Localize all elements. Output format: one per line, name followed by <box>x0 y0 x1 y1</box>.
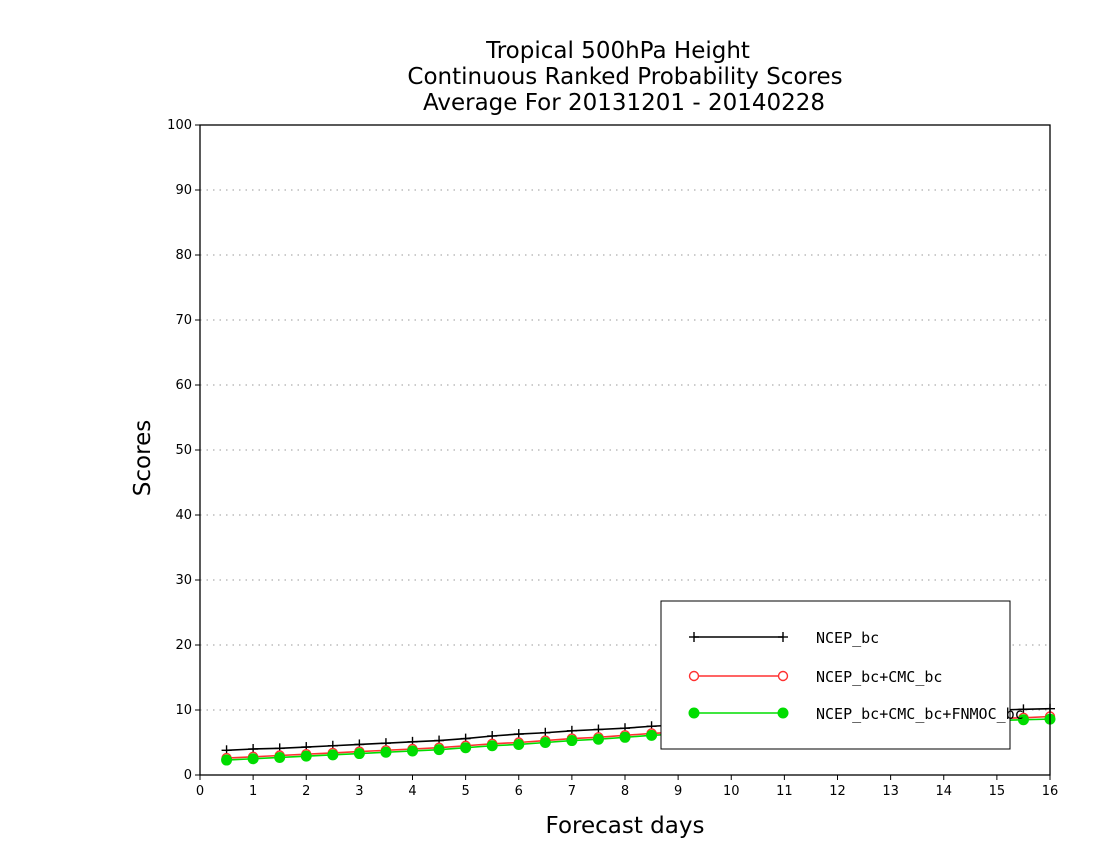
legend-marker <box>777 707 789 719</box>
x-tick-label: 16 <box>1042 784 1059 799</box>
data-point <box>433 744 445 756</box>
data-point <box>221 754 233 766</box>
y-tick-label: 50 <box>175 443 192 458</box>
data-point <box>407 745 418 757</box>
data-point <box>619 731 631 743</box>
x-tick-label: 11 <box>776 784 793 799</box>
data-point <box>380 746 392 758</box>
y-tick-label: 0 <box>184 768 192 783</box>
legend-marker <box>689 632 699 642</box>
data-point <box>1017 714 1029 726</box>
y-tick-label: 20 <box>175 638 192 653</box>
legend-item-0: NCEP_bc <box>689 629 879 647</box>
y-tick-label: 100 <box>167 118 192 133</box>
x-tick-label: 6 <box>515 784 523 799</box>
y-tick-label: 60 <box>175 378 192 393</box>
x-tick-label: 0 <box>196 784 204 799</box>
legend-marker <box>688 670 700 682</box>
x-tick-label: 12 <box>829 784 846 799</box>
y-tick-label: 40 <box>175 508 192 523</box>
y-tick-label: 30 <box>175 573 192 588</box>
legend-label: NCEP_bc+CMC_bc <box>816 668 942 686</box>
y-tick-label: 70 <box>175 313 192 328</box>
x-tick-label: 10 <box>723 784 740 799</box>
x-tick-label: 14 <box>935 784 952 799</box>
data-point <box>327 749 339 761</box>
chart-title-line-3: Average For 20131201 - 20140228 <box>423 90 825 116</box>
y-axis-label: Scores <box>130 420 156 496</box>
x-tick-label: 7 <box>568 784 576 799</box>
y-tick-label: 90 <box>175 183 192 198</box>
x-tick-label: 1 <box>249 784 257 799</box>
legend-marker <box>688 707 700 719</box>
x-tick-label: 3 <box>355 784 363 799</box>
legend-label: NCEP_bc <box>816 629 879 647</box>
x-tick-label: 9 <box>674 784 682 799</box>
data-point <box>300 750 312 762</box>
legend-marker <box>777 670 789 682</box>
data-point <box>646 729 658 741</box>
x-axis-label: Forecast days <box>546 813 705 839</box>
legend-item-2: NCEP_bc+CMC_bc+FNMOC_bc <box>688 705 1024 723</box>
data-point <box>460 742 472 754</box>
legend-label: NCEP_bc+CMC_bc+FNMOC_bc <box>816 705 1024 723</box>
legend: NCEP_bc NCEP_bc+CMC_bc NCEP_bc+CMC_bc+FNMO… <box>660 600 1024 750</box>
data-point <box>353 748 365 760</box>
data-point <box>486 740 498 752</box>
y-tick-label: 80 <box>175 248 192 263</box>
data-point <box>274 751 286 763</box>
chart-title-line-2: Continuous Ranked Probability Scores <box>407 64 842 90</box>
legend-marker <box>778 632 788 642</box>
x-tick-label: 4 <box>408 784 416 799</box>
data-point <box>247 753 259 765</box>
data-point <box>539 737 551 748</box>
x-tick-label: 5 <box>461 784 469 799</box>
x-tick-label: 15 <box>989 784 1006 799</box>
data-point <box>592 733 604 745</box>
chart-title-line-1: Tropical 500hPa Height <box>485 38 750 64</box>
y-tick-label: 10 <box>175 703 192 718</box>
legend-box <box>660 600 1011 750</box>
x-tick-label: 8 <box>621 784 629 799</box>
legend-item-1: NCEP_bc+CMC_bc <box>688 668 942 686</box>
x-tick-label: 13 <box>882 784 899 799</box>
data-point <box>513 738 525 750</box>
data-point <box>566 735 578 747</box>
x-tick-label: 2 <box>302 784 310 799</box>
